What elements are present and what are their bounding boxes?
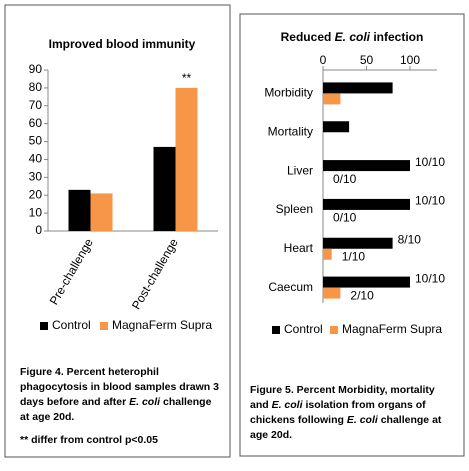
caption-line: chickens following E. coli challenge at xyxy=(250,414,442,426)
legend-swatch xyxy=(100,322,108,330)
legend-label: MagnaFerm Supra xyxy=(112,318,212,332)
caption-line: age 20d. xyxy=(250,429,292,441)
y-tick-label: Spleen xyxy=(276,202,313,216)
bar xyxy=(153,146,176,231)
caption-line-part: isolation from organs of xyxy=(303,399,427,411)
caption-line: days before and after E. coli challenge xyxy=(20,396,212,408)
annotation: ** xyxy=(182,71,192,85)
bar xyxy=(90,193,113,231)
caption-line-part: age 20d. xyxy=(250,429,292,441)
bar xyxy=(323,121,350,133)
legend-label: Control xyxy=(284,322,323,336)
caption-line-part: challenge xyxy=(160,396,212,408)
legend-swatch xyxy=(40,322,48,330)
y-tick-label: 30 xyxy=(29,170,43,184)
x-tick-label: 100 xyxy=(400,53,420,67)
caption-line-part: Figure 5. Percent Morbidity, mortality xyxy=(250,384,435,396)
y-tick-label: 20 xyxy=(29,187,43,201)
legend-swatch xyxy=(330,326,338,334)
chart-title-part: E. coli xyxy=(335,30,371,44)
value-label: 1/10 xyxy=(342,249,366,263)
caption-line-part: E. coli xyxy=(272,399,304,411)
y-tick-label: 40 xyxy=(29,152,43,166)
caption-line: phagocytosis in blood samples drawn 3 xyxy=(20,381,219,393)
caption-line-part: phagocytosis in blood samples drawn 3 xyxy=(20,381,219,393)
bar xyxy=(323,93,341,105)
caption-line-part: chickens following xyxy=(250,414,347,426)
legend-label: Control xyxy=(52,318,91,332)
chart-title: Reduced E. coli infection xyxy=(281,30,424,44)
x-tick-label: Pre-challenge xyxy=(47,236,96,307)
x-tick-label: 50 xyxy=(360,53,374,67)
value-label: 0/10 xyxy=(333,172,357,186)
y-tick-label: 90 xyxy=(29,62,43,76)
y-tick-label: 60 xyxy=(29,116,43,130)
caption-line-part: days before and after xyxy=(20,396,129,408)
y-tick-label: Caecum xyxy=(268,280,313,294)
bar xyxy=(323,287,341,299)
legend-swatch xyxy=(272,326,280,334)
y-tick-label: Heart xyxy=(284,241,314,255)
caption-line: at age 20d. xyxy=(20,411,74,423)
note: ** differ from control p<0.05 xyxy=(20,434,158,446)
caption-line: Figure 5. Percent Morbidity, mortality xyxy=(250,384,435,396)
bar xyxy=(68,189,91,231)
bar xyxy=(323,248,332,260)
y-tick-label: 70 xyxy=(29,98,43,112)
caption-line-part: at age 20d. xyxy=(20,411,74,423)
bar xyxy=(323,276,410,288)
bar xyxy=(175,87,198,231)
value-label: 10/10 xyxy=(415,155,445,169)
value-label: 2/10 xyxy=(350,288,374,302)
value-label: 10/10 xyxy=(415,194,445,208)
x-tick-label: Post-challenge xyxy=(129,236,181,312)
value-label: 0/10 xyxy=(333,211,357,225)
y-tick-label: 50 xyxy=(29,134,43,148)
y-tick-label: Mortality xyxy=(268,124,313,138)
chart-title-part: infection xyxy=(370,30,423,44)
y-tick-label: Liver xyxy=(287,163,313,177)
value-label: 8/10 xyxy=(398,232,422,246)
caption-line: Figure 4. Percent heterophil xyxy=(20,366,159,378)
panel-border xyxy=(239,13,465,457)
y-tick-label: 10 xyxy=(29,205,43,219)
chart-title-part: Reduced xyxy=(281,30,335,44)
x-tick-label: 0 xyxy=(320,53,327,67)
caption-line-part: E. coli xyxy=(347,414,379,426)
bar xyxy=(323,198,410,210)
caption-line-part: E. coli xyxy=(129,396,161,408)
legend-label: MagnaFerm Supra xyxy=(342,322,442,336)
chart-title: Improved blood immunity xyxy=(49,37,196,51)
bar xyxy=(323,237,393,249)
panel-border xyxy=(4,4,231,458)
bar xyxy=(323,160,410,172)
y-tick-label: Morbidity xyxy=(264,86,313,100)
caption-line: and E. coli isolation from organs of xyxy=(250,399,426,411)
bar xyxy=(323,82,393,94)
caption-line-part: and xyxy=(250,399,272,411)
caption-line-part: Figure 4. Percent heterophil xyxy=(20,366,159,378)
y-tick-label: 0 xyxy=(35,223,42,237)
y-tick-label: 80 xyxy=(29,80,43,94)
caption-line-part: challenge at xyxy=(378,414,442,426)
value-label: 10/10 xyxy=(415,271,445,285)
